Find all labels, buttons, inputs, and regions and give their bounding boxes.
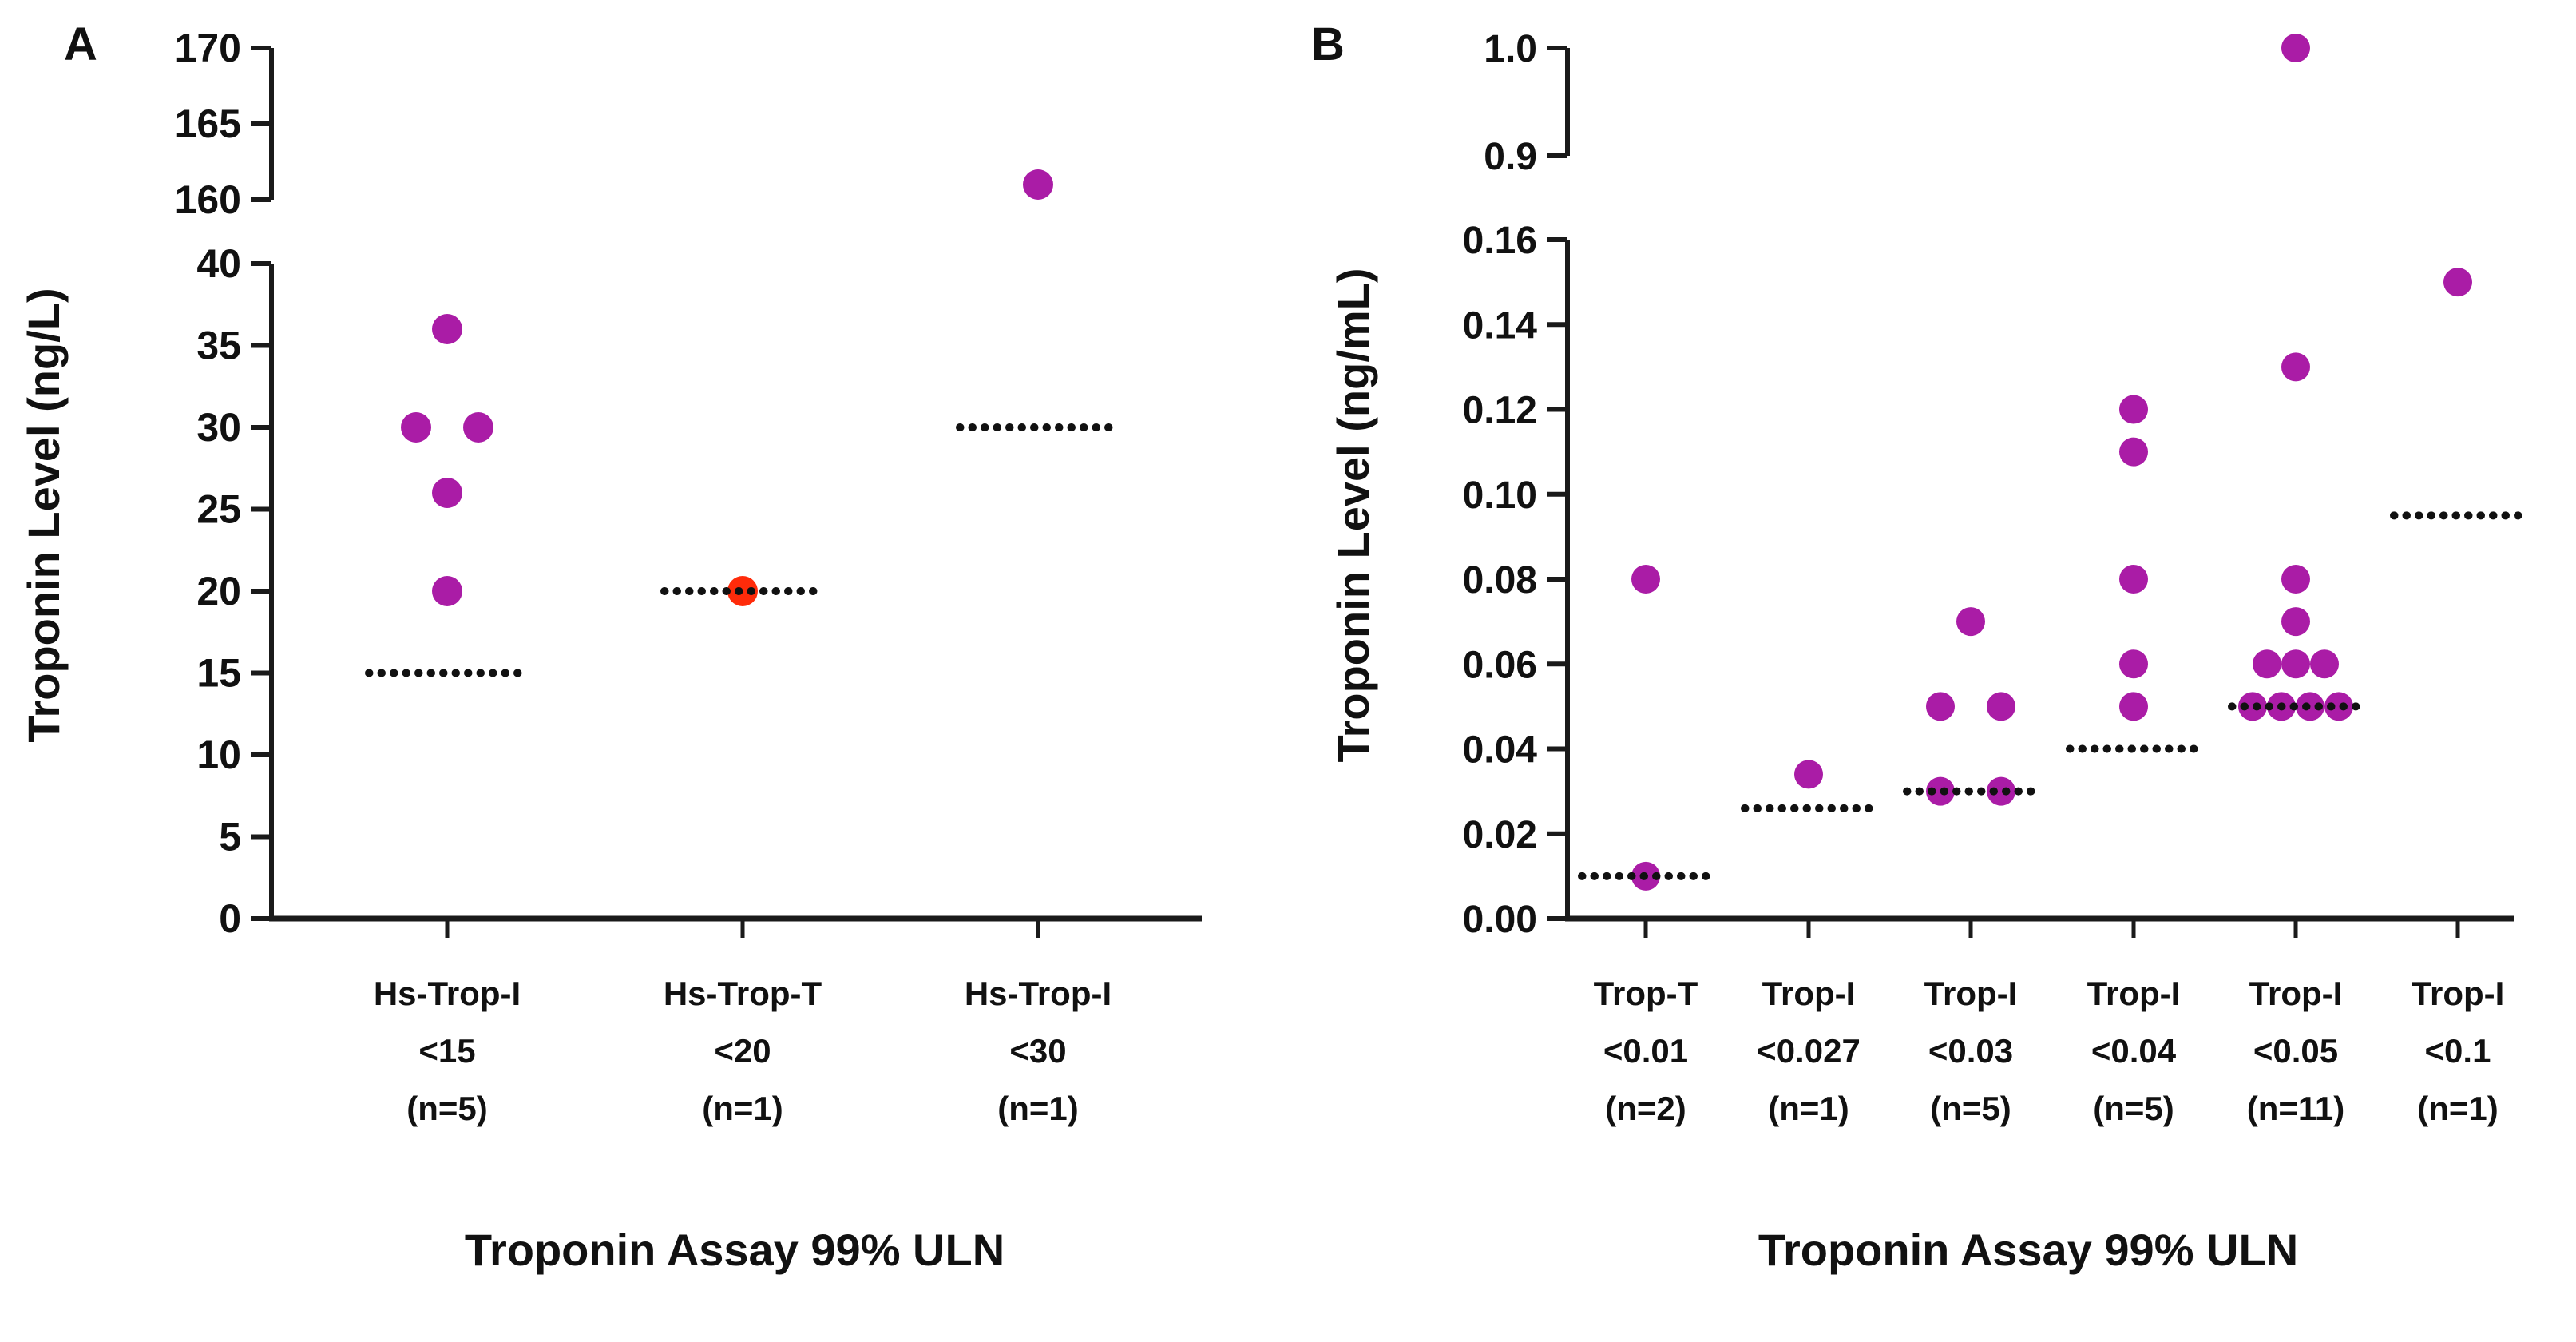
data-point (2281, 34, 2310, 62)
y-tick-label: 0.00 (1463, 899, 1537, 941)
panel-a-letter: A (64, 18, 97, 70)
y-tick-label: 10 (196, 733, 241, 777)
data-point (2119, 565, 2148, 594)
data-point (1794, 760, 1823, 789)
y-tick-label: 35 (196, 324, 241, 368)
group-label: Trop-I <0.027 (n=1) (1757, 975, 1861, 1127)
data-point (1023, 169, 1053, 200)
data-point (463, 412, 493, 443)
y-tick-label: 0.12 (1463, 390, 1537, 432)
y-tick-label: 20 (196, 569, 241, 613)
group-label: Trop-I <0.05 (n=11) (2247, 975, 2345, 1127)
data-point (432, 576, 462, 606)
data-point (2119, 649, 2148, 679)
y-tick-label: 5 (219, 815, 241, 860)
data-point (2281, 565, 2310, 594)
y-tick-label: 30 (196, 405, 241, 450)
panel-a-x-axis-title: Troponin Assay 99% ULN (464, 1225, 1005, 1275)
y-tick-label: 0.9 (1484, 136, 1537, 178)
y-tick-label: 165 (175, 101, 241, 146)
data-point (2324, 692, 2353, 721)
group-label: Hs-Trop-T <20 (n=1) (664, 975, 822, 1127)
y-tick-label: 15 (196, 651, 241, 696)
data-point (401, 412, 431, 443)
y-tick-label: 170 (175, 26, 241, 70)
data-point (1956, 607, 1985, 637)
y-tick-label: 0.16 (1463, 220, 1537, 262)
group-label: Hs-Trop-I <30 (n=1) (965, 975, 1112, 1127)
data-point (2253, 649, 2281, 679)
y-tick-label: 0.08 (1463, 559, 1537, 602)
group-label: Hs-Trop-I <15 (n=5) (374, 975, 521, 1127)
panel-b-plot: 0.9 1.0 0.00 0.02 0.04 0.06 0.08 0.10 0.12 0.14 0.… (1463, 28, 2526, 1127)
y-tick-label: 0.10 (1463, 474, 1537, 517)
data-point (1631, 565, 1660, 594)
group-label: Trop-T <0.01 (n=2) (1594, 975, 1698, 1127)
data-point (2281, 649, 2310, 679)
data-point (1987, 692, 2015, 721)
data-point (2119, 437, 2148, 467)
panel-b-x-axis-title: Troponin Assay 99% ULN (1758, 1225, 2299, 1275)
y-tick-label: 1.0 (1484, 28, 1537, 70)
panel-a-plot: 160 165 170 0 5 10 15 20 25 30 35 40 Hs-Trop-I <15 (n=… (175, 26, 1202, 1127)
data-point (432, 478, 462, 508)
group-label: Trop-I <0.03 (n=5) (1924, 975, 2018, 1127)
y-tick-label: 160 (175, 177, 241, 222)
data-point (1926, 692, 1955, 721)
y-tick-label: 0 (219, 896, 241, 941)
data-point (432, 314, 462, 344)
panel-b-letter: B (1311, 18, 1345, 70)
data-point (2310, 649, 2339, 679)
group-label: Trop-I <0.04 (n=5) (2087, 975, 2181, 1127)
data-point (2281, 352, 2310, 382)
data-point (2119, 692, 2148, 721)
data-point (2443, 268, 2472, 297)
y-tick-label: 0.04 (1463, 729, 1538, 772)
y-tick-label: 25 (196, 487, 241, 532)
group-label: Trop-I <0.1 (n=1) (2412, 975, 2505, 1127)
y-tick-label: 0.06 (1463, 644, 1537, 686)
data-point (2281, 607, 2310, 637)
y-tick-label: 0.02 (1463, 814, 1537, 856)
y-tick-label: 40 (196, 241, 241, 286)
y-tick-label: 0.14 (1463, 304, 1538, 347)
data-point (1987, 776, 2015, 806)
data-point (2119, 395, 2148, 424)
